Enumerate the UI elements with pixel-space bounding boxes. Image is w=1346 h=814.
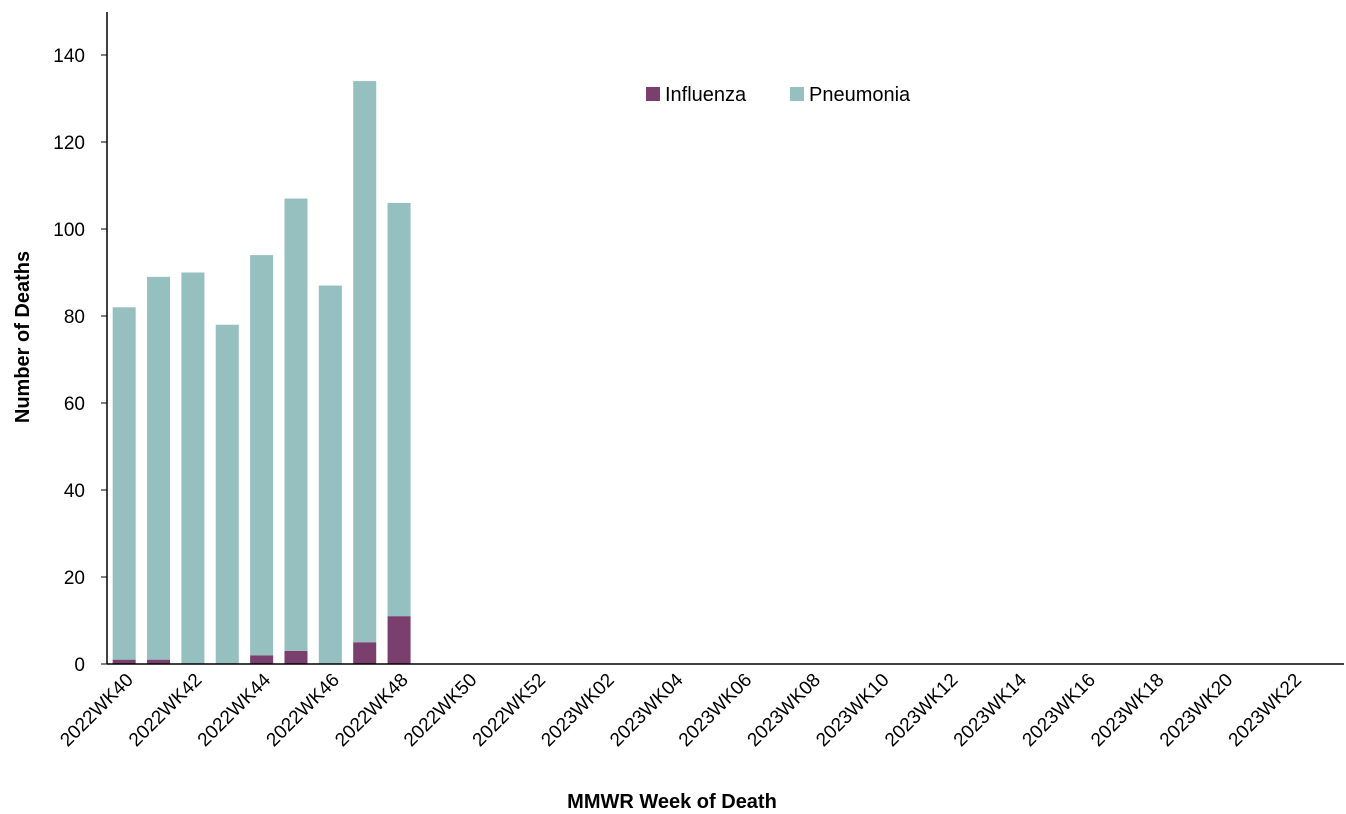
legend-label-pneumonia: Pneumonia bbox=[809, 84, 911, 106]
x-tick-label: 2023WK06 bbox=[675, 670, 756, 751]
x-tick-label: 2022WK46 bbox=[263, 670, 344, 751]
x-tick-label: 2022WK48 bbox=[331, 670, 412, 751]
bar-pneumonia-2022wk46 bbox=[318, 285, 342, 664]
y-tick-label: 140 bbox=[53, 46, 85, 67]
bar-pneumonia-2022wk41 bbox=[147, 276, 171, 660]
x-tick-label: 2022WK52 bbox=[469, 670, 550, 751]
legend-label-influenza: Influenza bbox=[665, 84, 747, 106]
y-axis-title: Number of Deaths bbox=[12, 251, 34, 423]
x-tick-label: 2022WK40 bbox=[56, 670, 137, 751]
y-tick-label: 0 bbox=[74, 655, 85, 676]
bar-influenza-2022wk41 bbox=[147, 659, 171, 664]
bar-influenza-2022wk47 bbox=[353, 642, 377, 664]
bar-pneumonia-2022wk47 bbox=[353, 81, 377, 643]
y-tick-label: 60 bbox=[64, 394, 85, 415]
x-tick-label: 2023WK02 bbox=[537, 670, 618, 751]
bar-pneumonia-2022wk48 bbox=[387, 202, 411, 617]
x-tick-label: 2023WK20 bbox=[1156, 670, 1237, 751]
x-tick-label: 2023WK16 bbox=[1018, 670, 1099, 751]
x-tick-label: 2023WK18 bbox=[1087, 670, 1168, 751]
bar-pneumonia-2022wk45 bbox=[284, 198, 308, 651]
bar-pneumonia-2022wk43 bbox=[215, 324, 239, 664]
x-tick-label: 2023WK12 bbox=[881, 670, 962, 751]
x-tick-label: 2023WK14 bbox=[950, 669, 1032, 751]
bar-pneumonia-2022wk40 bbox=[112, 307, 136, 660]
x-tick-label: 2023WK22 bbox=[1225, 670, 1306, 751]
x-ticks-group: 2022WK402022WK422022WK442022WK462022WK48… bbox=[56, 669, 1306, 751]
x-tick-label: 2023WK10 bbox=[812, 670, 893, 751]
bar-influenza-2022wk45 bbox=[284, 650, 308, 664]
x-tick-label: 2022WK44 bbox=[194, 669, 276, 751]
y-tick-label: 40 bbox=[64, 481, 85, 502]
legend: Influenza Pneumonia bbox=[646, 84, 911, 106]
x-tick-label: 2022WK42 bbox=[125, 670, 206, 751]
x-tick-label: 2022WK50 bbox=[400, 670, 481, 751]
y-tick-label: 20 bbox=[64, 568, 85, 589]
y-tick-label: 100 bbox=[53, 220, 85, 241]
y-tick-label: 120 bbox=[53, 133, 85, 154]
legend-swatch-pneumonia bbox=[790, 87, 804, 101]
bars-group bbox=[112, 81, 411, 664]
x-tick-label: 2023WK08 bbox=[744, 670, 825, 751]
x-axis-title: MMWR Week of Death bbox=[567, 791, 777, 813]
x-tick-label: 2023WK04 bbox=[606, 669, 688, 751]
bar-influenza-2022wk48 bbox=[387, 616, 411, 664]
legend-swatch-influenza bbox=[646, 87, 660, 101]
bar-pneumonia-2022wk44 bbox=[250, 255, 274, 656]
y-tick-label: 80 bbox=[64, 307, 85, 328]
bar-influenza-2022wk40 bbox=[112, 659, 136, 664]
bar-pneumonia-2022wk42 bbox=[181, 272, 205, 664]
y-ticks-group: 0 20 40 60 80 100 120 140 bbox=[53, 46, 107, 676]
bar-influenza-2022wk44 bbox=[250, 655, 274, 664]
